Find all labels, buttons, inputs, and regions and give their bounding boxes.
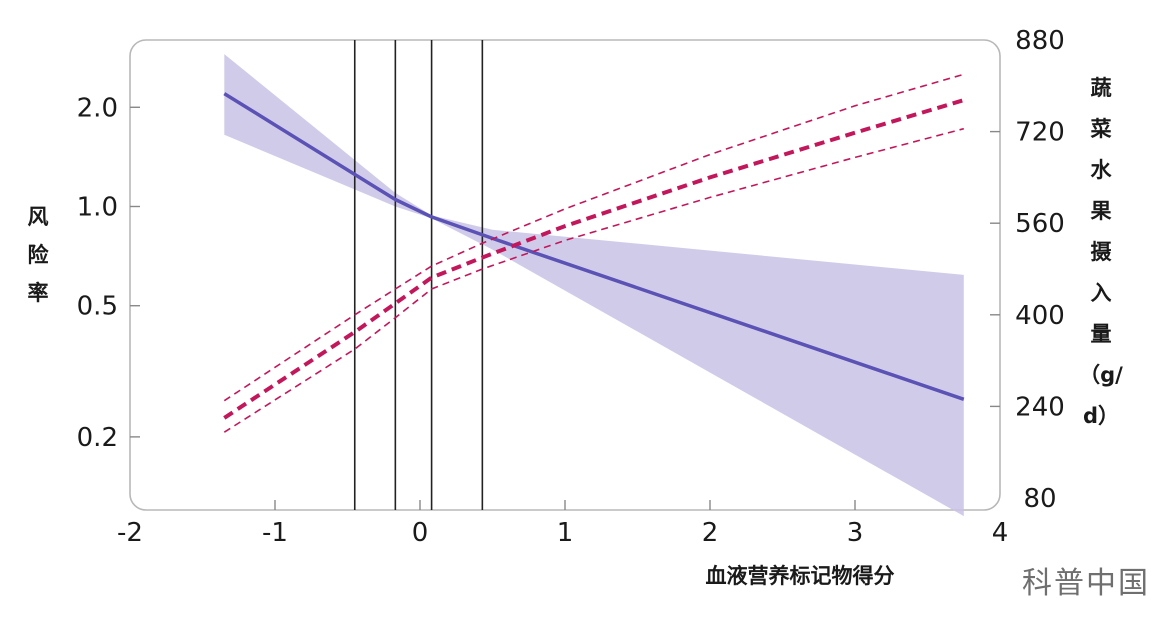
x-tick-label-0: -2	[117, 518, 143, 548]
x-axis-label: 血液营养标记物得分	[706, 564, 895, 588]
y-left-axis-label: 风险率	[28, 205, 50, 305]
y-right-tick-label-5: 80	[1023, 484, 1056, 514]
x-tick-label-6: 4	[992, 518, 1009, 548]
series-0-confidence-band	[224, 54, 964, 517]
series-1-ci-lower	[223, 127, 965, 433]
x-tick-label-1: -1	[262, 518, 288, 548]
y-left-tick-label-2: 0.5	[77, 292, 118, 322]
y-right-tick-label-1: 720	[1015, 118, 1065, 148]
x-tick-label-5: 3	[847, 518, 864, 548]
y-right-tick-label-4: 240	[1015, 392, 1065, 422]
y-left-tick-label-1: 1.0	[77, 192, 118, 222]
x-tick-label-2: 0	[412, 518, 429, 548]
watermark-text: 科普中国	[1022, 566, 1150, 601]
x-tick-label-3: 1	[557, 518, 574, 548]
y-right-tick-label-0: 880	[1015, 26, 1065, 56]
y-left-tick-label-0: 2.0	[77, 93, 118, 123]
series-1-line	[223, 98, 965, 420]
series-1-ci-upper	[223, 73, 965, 402]
y-right-tick-label-3: 400	[1015, 301, 1065, 331]
series-0-line	[223, 92, 965, 401]
y-right-axis-label: 蔬菜水果摄入量（g/d）	[1079, 76, 1123, 428]
y-left-tick-label-3: 0.2	[77, 423, 118, 453]
x-tick-label-4: 2	[702, 518, 719, 548]
y-right-tick-label-2: 560	[1015, 209, 1065, 239]
